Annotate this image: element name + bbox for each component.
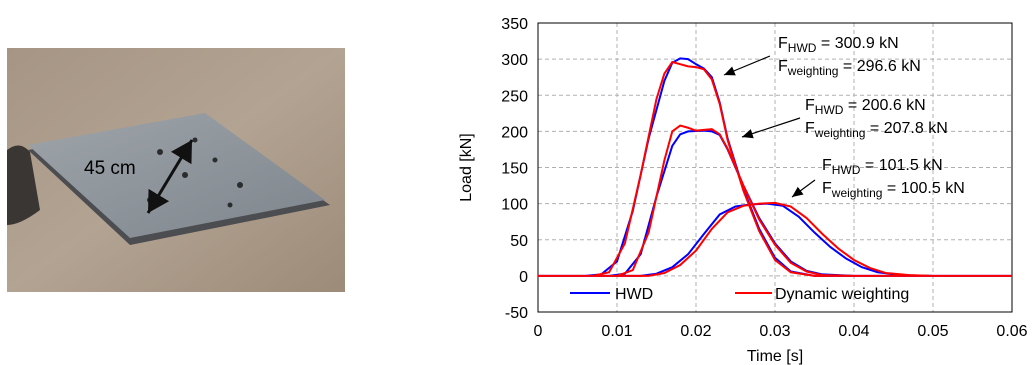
annotation-part: F: [778, 58, 788, 75]
photo: 45 cm: [7, 48, 345, 292]
annotation: Fweighting = 296.6 kN: [778, 58, 921, 78]
annotation-part: F: [822, 157, 832, 174]
annotation: Fweighting = 100.5 kN: [822, 180, 965, 200]
annotation-arrow: [741, 117, 801, 139]
x-axis-label: Time [s]: [747, 348, 803, 365]
x-tick-label: 0.01: [601, 323, 632, 340]
y-tick-label: -50: [505, 305, 528, 322]
dimension-arrow: [146, 139, 194, 214]
photo-label: 45 cm: [84, 158, 136, 179]
annotation: FHWD = 300.9 kN: [778, 35, 899, 55]
annotation-part: F: [778, 35, 788, 52]
y-tick-label: 150: [501, 161, 528, 178]
y-tick-label: 0: [519, 269, 528, 286]
photo-cable: [7, 145, 40, 225]
y-tick-label: 200: [501, 124, 528, 141]
y-tick-label: 50: [510, 233, 528, 250]
x-tick-label: 0.02: [680, 323, 711, 340]
annotation-part: = 207.8 kN: [865, 120, 947, 137]
annotation-part: = 100.5 kN: [882, 180, 964, 197]
legend-label: HWD: [615, 286, 653, 303]
annotation-part: = 300.9 kN: [816, 35, 898, 52]
annotation-part: = 200.6 kN: [843, 97, 925, 114]
y-tick-label: 350: [501, 16, 528, 33]
annotation: FHWD = 200.6 kN: [805, 97, 926, 117]
x-tick-label: 0.03: [759, 323, 790, 340]
legend-label: Dynamic weighting: [775, 286, 909, 303]
annotation: FHWD = 101.5 kN: [822, 157, 943, 177]
x-tick-label: 0.04: [838, 323, 869, 340]
annotation-part: weighting: [831, 186, 883, 200]
annotation-part: F: [805, 120, 815, 137]
y-tick-label: 250: [501, 88, 528, 105]
annotation-part: HWD: [788, 41, 817, 55]
chart: -50 0 50 100 150 200 250 300 350 0 0.01 0.02 0.03 0.0…: [458, 16, 1028, 365]
annotation-part: = 296.6 kN: [838, 58, 920, 75]
y-axis-label: Load [kN]: [458, 133, 475, 201]
annotation: Fweighting = 207.8 kN: [805, 120, 948, 140]
annotation-part: HWD: [832, 163, 861, 177]
annotation-arrow: [791, 179, 816, 198]
x-tick-label: 0.06: [996, 323, 1027, 340]
series-line: [538, 60, 1012, 277]
plot-frame: [537, 22, 1013, 313]
annotation-part: HWD: [815, 103, 844, 117]
x-tick-label: 0: [534, 323, 543, 340]
annotation-arrow: [723, 55, 771, 76]
x-tick-label: 0.05: [917, 323, 948, 340]
y-tick-label: 300: [501, 52, 528, 69]
annotation-part: F: [822, 180, 832, 197]
annotation-part: F: [805, 97, 815, 114]
annotation-part: weighting: [787, 64, 839, 78]
y-tick-label: 100: [501, 197, 528, 214]
annotation-part: = 101.5 kN: [860, 157, 942, 174]
annotation-part: weighting: [814, 126, 866, 140]
